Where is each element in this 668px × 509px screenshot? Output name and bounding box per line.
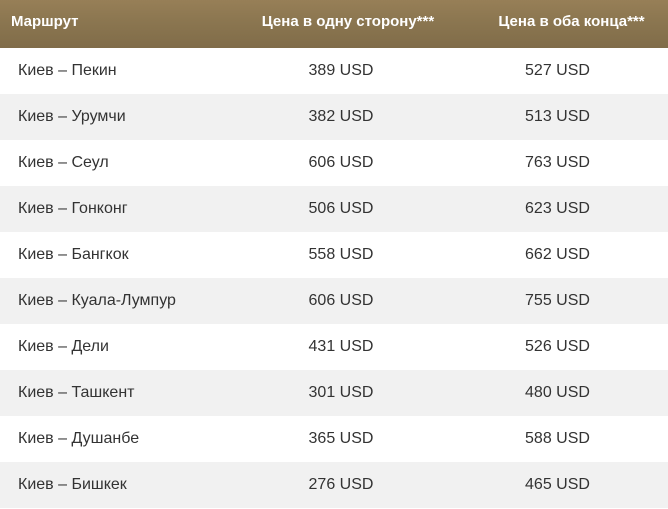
table-row: Киев – Гонконг 506 USD 623 USD: [0, 186, 668, 232]
one-way-price-cell: 276 USD: [308, 476, 374, 493]
header-round-trip-price: Цена в оба конца***: [498, 13, 645, 30]
round-trip-price-cell: 588 USD: [525, 430, 590, 447]
table-row: Киев – Дели 431 USD 526 USD: [0, 324, 668, 370]
one-way-price-cell: 558 USD: [308, 246, 374, 263]
one-way-price-cell: 431 USD: [308, 338, 374, 355]
table-row: Киев – Куала-Лумпур 606 USD 755 USD: [0, 278, 668, 324]
route-cell: Киев – Душанбе: [18, 430, 140, 447]
route-cell: Киев – Бангкок: [18, 246, 129, 263]
round-trip-price-cell: 662 USD: [525, 246, 590, 263]
one-way-price-cell: 382 USD: [308, 108, 374, 125]
one-way-price-cell: 365 USD: [308, 430, 374, 447]
route-cell: Киев – Урумчи: [18, 108, 126, 125]
table-row: Киев – Сеул 606 USD 763 USD: [0, 140, 668, 186]
round-trip-price-cell: 527 USD: [525, 62, 590, 79]
table-row: Киев – Ташкент 301 USD 480 USD: [0, 370, 668, 416]
round-trip-price-cell: 513 USD: [525, 108, 590, 125]
one-way-price-cell: 606 USD: [308, 154, 374, 171]
header-one-way-price: Цена в одну сторону***: [261, 13, 435, 30]
round-trip-price-cell: 526 USD: [525, 338, 590, 355]
round-trip-price-cell: 465 USD: [525, 476, 590, 493]
header-row: Маршрут Цена в одну сторону*** Цена в об…: [0, 0, 668, 48]
route-cell: Киев – Дели: [18, 338, 109, 355]
table-body: Киев – Пекин 389 USD 527 USD Киев – Урум…: [0, 48, 668, 508]
one-way-price-cell: 301 USD: [308, 384, 374, 401]
route-cell: Киев – Ташкент: [18, 384, 135, 401]
table-row: Киев – Пекин 389 USD 527 USD: [0, 48, 668, 94]
table-row: Киев – Бишкек 276 USD 465 USD: [0, 462, 668, 508]
table-row: Киев – Бангкок 558 USD 662 USD: [0, 232, 668, 278]
round-trip-price-cell: 623 USD: [525, 200, 590, 217]
route-cell: Киев – Пекин: [18, 62, 117, 79]
header-route: Маршрут: [11, 13, 79, 30]
table-row: Киев – Урумчи 382 USD 513 USD: [0, 94, 668, 140]
table-row: Киев – Душанбе 365 USD 588 USD: [0, 416, 668, 462]
table-header: Маршрут Цена в одну сторону*** Цена в об…: [0, 0, 668, 48]
one-way-price-cell: 506 USD: [308, 200, 374, 217]
route-cell: Киев – Куала-Лумпур: [18, 292, 176, 309]
route-cell: Киев – Сеул: [18, 154, 109, 171]
round-trip-price-cell: 763 USD: [525, 154, 590, 171]
one-way-price-cell: 606 USD: [308, 292, 374, 309]
route-cell: Киев – Бишкек: [18, 476, 127, 493]
one-way-price-cell: 389 USD: [308, 62, 374, 79]
route-cell: Киев – Гонконг: [18, 200, 128, 217]
round-trip-price-cell: 480 USD: [525, 384, 590, 401]
round-trip-price-cell: 755 USD: [525, 292, 590, 309]
